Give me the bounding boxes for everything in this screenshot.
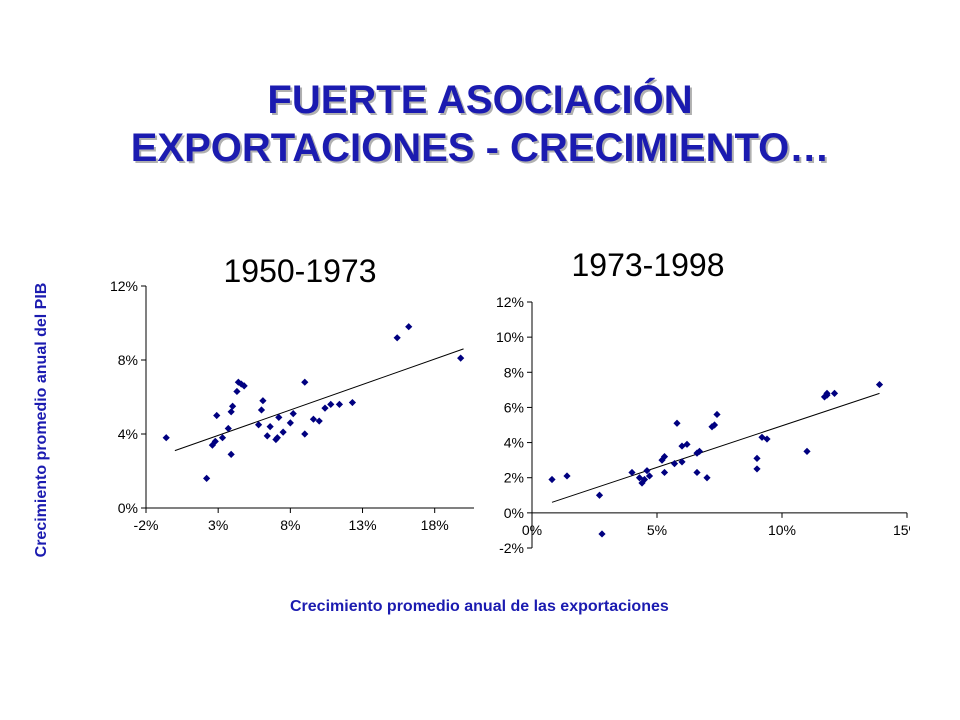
- data-point: [162, 434, 170, 442]
- data-point: [548, 475, 556, 484]
- data-point: [279, 428, 287, 436]
- data-point: [257, 406, 266, 414]
- data-point: [713, 410, 721, 419]
- title-line-1: FUERTE ASOCIACIÓN: [267, 78, 693, 122]
- data-point: [315, 417, 323, 425]
- data-point: [803, 447, 811, 455]
- data-point: [301, 430, 309, 438]
- data-point: [321, 404, 329, 412]
- data-point: [875, 380, 884, 389]
- data-point: [640, 475, 649, 484]
- title-line-2: EXPORTACIONES - CRECIMIENTO…: [130, 126, 830, 170]
- data-point: [693, 468, 701, 477]
- chart-title: 1973-1998: [571, 247, 724, 283]
- y-tick-label: 12%: [496, 294, 524, 310]
- data-point: [660, 468, 669, 477]
- data-point: [218, 434, 227, 442]
- data-point: [259, 397, 267, 405]
- y-tick-label: 10%: [496, 329, 524, 345]
- data-point: [457, 354, 465, 362]
- x-tick-label: 5%: [647, 522, 667, 538]
- y-tick-label: 4%: [118, 426, 138, 442]
- x-tick-label: 8%: [280, 517, 300, 533]
- data-point: [227, 450, 235, 458]
- data-point: [335, 400, 344, 408]
- data-point: [753, 454, 761, 462]
- data-point: [263, 432, 271, 440]
- data-point: [645, 472, 654, 480]
- chart-1950-1973: 1950-1973 0% 4% 8% 12% -2% 3% 8% 13% 18%: [110, 253, 474, 533]
- x-tick-label: 10%: [768, 522, 796, 538]
- x-tick-label: 13%: [349, 517, 377, 533]
- y-tick-label: 8%: [504, 364, 524, 380]
- y-tick-label: 6%: [504, 399, 524, 415]
- data-point: [327, 400, 335, 408]
- y-tick-label: 8%: [118, 352, 138, 368]
- data-point: [224, 424, 232, 433]
- y-tick-label: 12%: [110, 278, 138, 294]
- data-point: [830, 389, 839, 397]
- data-point: [753, 465, 761, 473]
- data-point: [229, 402, 237, 410]
- data-point: [673, 419, 681, 427]
- data-point: [289, 410, 297, 418]
- data-point: [660, 453, 669, 461]
- data-point: [213, 411, 221, 420]
- y-axis-label: Crecimiento promedio anual del PIB: [33, 282, 50, 558]
- data-point: [254, 421, 263, 429]
- trendline: [551, 392, 880, 503]
- data-point: [563, 472, 571, 480]
- data-point: [595, 491, 604, 499]
- data-point: [203, 474, 211, 482]
- data-point: [286, 419, 294, 427]
- x-tick-label: 18%: [421, 517, 449, 533]
- data-point: [823, 389, 831, 397]
- chart-title: 1950-1973: [223, 253, 376, 289]
- data-point: [348, 398, 357, 407]
- chart-1973-1998: 1973-1998 -2% 0% 2% 4% 6% 8% 10% 12% 0% 5% 10% 15%: [496, 247, 910, 556]
- data-point: [678, 458, 686, 466]
- data-point: [393, 334, 401, 342]
- data-point: [703, 474, 711, 482]
- data-point: [309, 415, 318, 423]
- y-tick-label: 0%: [118, 500, 138, 516]
- data-point: [710, 421, 719, 429]
- x-tick-label: 0%: [522, 522, 542, 538]
- x-axis-label: Crecimiento promedio anual de las export…: [290, 598, 669, 615]
- x-tick-label: 3%: [208, 517, 228, 533]
- y-tick-label: 4%: [504, 435, 524, 451]
- x-tick-label: -2%: [134, 517, 159, 533]
- data-point: [237, 380, 245, 388]
- trendline: [174, 348, 464, 452]
- y-tick-label: 2%: [504, 470, 524, 486]
- x-tick-label: 15%: [893, 522, 910, 538]
- data-point: [227, 408, 235, 416]
- slide-title: FUERTE ASOCIACIÓN EXPORTACIONES - CRECIM…: [0, 76, 960, 172]
- data-point: [598, 530, 606, 538]
- y-tick-label: 0%: [504, 505, 524, 521]
- data-point: [233, 387, 241, 396]
- data-point: [266, 423, 274, 431]
- y-tick-label: -2%: [499, 540, 524, 556]
- data-point: [301, 378, 309, 386]
- data-point: [405, 323, 413, 331]
